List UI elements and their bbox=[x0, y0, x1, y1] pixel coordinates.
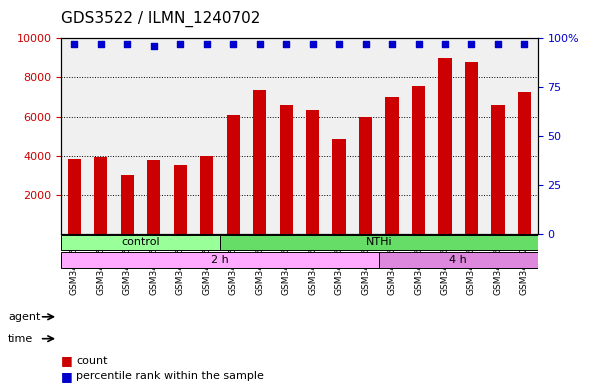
Point bbox=[493, 41, 503, 47]
Bar bbox=[438, 58, 452, 233]
Bar bbox=[120, 175, 134, 233]
FancyBboxPatch shape bbox=[220, 235, 538, 250]
Point bbox=[255, 41, 265, 47]
FancyBboxPatch shape bbox=[379, 252, 538, 268]
Text: ■: ■ bbox=[61, 370, 73, 383]
Point bbox=[70, 41, 79, 47]
Bar bbox=[359, 116, 372, 233]
Bar bbox=[491, 105, 505, 233]
Bar bbox=[68, 159, 81, 233]
Point bbox=[334, 41, 344, 47]
Text: 2 h: 2 h bbox=[211, 255, 229, 265]
Text: NTHi: NTHi bbox=[365, 237, 392, 247]
Bar bbox=[332, 139, 346, 233]
Text: GDS3522 / ILMN_1240702: GDS3522 / ILMN_1240702 bbox=[61, 11, 260, 27]
Text: ■: ■ bbox=[61, 354, 73, 367]
Bar bbox=[306, 110, 319, 233]
Point bbox=[440, 41, 450, 47]
Bar bbox=[200, 156, 213, 233]
Bar bbox=[253, 90, 266, 233]
Point bbox=[175, 41, 185, 47]
FancyBboxPatch shape bbox=[61, 235, 220, 250]
Point bbox=[281, 41, 291, 47]
Bar bbox=[279, 105, 293, 233]
Point bbox=[202, 41, 211, 47]
FancyBboxPatch shape bbox=[61, 252, 379, 268]
Point bbox=[149, 43, 159, 49]
Bar bbox=[147, 161, 160, 233]
Text: control: control bbox=[121, 237, 160, 247]
Bar bbox=[465, 62, 478, 233]
Point bbox=[467, 41, 477, 47]
Bar bbox=[412, 86, 425, 233]
Point bbox=[387, 41, 397, 47]
Bar bbox=[174, 166, 187, 233]
Text: time: time bbox=[8, 334, 33, 344]
Text: percentile rank within the sample: percentile rank within the sample bbox=[76, 371, 264, 381]
Point bbox=[308, 41, 318, 47]
Point bbox=[96, 41, 106, 47]
Bar bbox=[227, 114, 240, 233]
Point bbox=[519, 41, 529, 47]
Text: count: count bbox=[76, 356, 108, 366]
Bar bbox=[386, 97, 398, 233]
Text: agent: agent bbox=[8, 312, 40, 322]
Bar bbox=[94, 157, 108, 233]
Bar bbox=[518, 92, 531, 233]
Text: 4 h: 4 h bbox=[449, 255, 467, 265]
Point bbox=[360, 41, 370, 47]
Point bbox=[229, 41, 238, 47]
Point bbox=[414, 41, 423, 47]
Point bbox=[122, 41, 132, 47]
